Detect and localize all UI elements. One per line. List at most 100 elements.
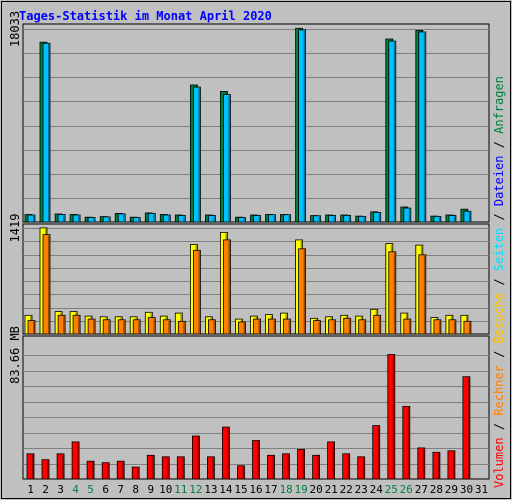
bar-rechner-23 [358, 319, 367, 335]
x-tick-label-19: 19 [294, 483, 307, 496]
panel-3: 83.66 MB [8, 326, 490, 480]
bar-dateien-5 [87, 217, 96, 223]
bar-volumen-12 [191, 435, 200, 480]
chart-title: Tages-Statistik im Monat April 2020 [19, 9, 272, 23]
panel-frame [22, 23, 490, 223]
bar-shade [168, 320, 170, 334]
x-tick-label-7: 7 [117, 483, 124, 496]
bar-shade [107, 463, 109, 479]
bar-shade [333, 216, 336, 222]
bar-shade [302, 450, 305, 479]
bar-shade [258, 320, 260, 334]
bar-shade [452, 451, 455, 479]
bar-rechner-18 [283, 318, 291, 335]
side-legend-separator: / [492, 343, 506, 365]
bar-rechner-2 [42, 234, 51, 335]
bar-shade [213, 216, 215, 222]
bar-shade [408, 320, 411, 334]
bar-dateien-11 [177, 214, 186, 223]
side-legend-separator: / [492, 134, 506, 156]
bar-rechner-27 [418, 254, 427, 335]
bar-rechner-15 [238, 321, 246, 335]
bar-shade [288, 320, 290, 334]
bar-shade [77, 442, 79, 479]
bar-dateien-24 [373, 211, 382, 223]
side-legend-rechner: Rechner [492, 365, 506, 416]
side-legend-separator: / [492, 271, 506, 293]
bar-shade [348, 216, 351, 222]
bar-shade [287, 454, 289, 479]
bar-dateien-26 [403, 207, 412, 223]
bar-dateien-20 [313, 215, 322, 223]
bar-volumen-29 [447, 450, 456, 480]
bar-volumen-28 [432, 451, 441, 480]
bar-volumen-27 [417, 447, 426, 480]
x-tick-label-17: 17 [264, 483, 277, 496]
bar-rechner-17 [268, 318, 276, 335]
side-legend-separator: / [492, 416, 506, 438]
x-tick-label-20: 20 [309, 483, 322, 496]
x-tick-label-23: 23 [355, 483, 368, 496]
bar-volumen-15 [237, 465, 245, 480]
bar-dateien-6 [102, 216, 111, 223]
bar-volumen-11 [176, 456, 185, 480]
bar-shade [108, 320, 110, 334]
bar-shade [437, 453, 440, 479]
bar-rechner-21 [328, 319, 337, 335]
x-tick-label-1: 1 [27, 483, 34, 496]
bar-rechner-25 [388, 251, 397, 335]
bar-volumen-17 [267, 454, 275, 480]
bar-shade [438, 320, 441, 334]
bar-shade [378, 316, 381, 334]
bar-shade [363, 217, 366, 222]
bar-volumen-13 [206, 456, 215, 480]
bar-dateien-12 [192, 86, 201, 223]
bar-shade [423, 255, 426, 334]
bar-shade [168, 216, 170, 222]
bar-dateien-18 [283, 214, 291, 223]
x-tick-label-4: 4 [72, 483, 79, 496]
x-tick-label-5: 5 [87, 483, 94, 496]
bar-volumen-2 [41, 459, 50, 480]
bar-shade [93, 320, 95, 334]
x-tick-label-9: 9 [147, 483, 154, 496]
bar-shade [212, 457, 214, 479]
bar-dateien-8 [132, 217, 141, 223]
bar-shade [62, 454, 64, 479]
bar-rechner-28 [433, 319, 442, 335]
bar-shade [198, 88, 200, 222]
x-tick-label-29: 29 [445, 483, 458, 496]
bar-dateien-10 [162, 214, 171, 223]
bar-shade [33, 321, 35, 334]
bar-shade [378, 213, 381, 222]
x-tick-label-10: 10 [159, 483, 172, 496]
bar-rechner-5 [87, 318, 96, 335]
bar-shade [213, 320, 215, 334]
bar-shade [467, 377, 470, 479]
bar-shade [138, 320, 140, 334]
bar-dateien-7 [117, 213, 126, 223]
x-tick-label-6: 6 [102, 483, 109, 496]
bar-dateien-3 [57, 214, 66, 223]
side-legend-volumen: Volumen [492, 437, 506, 488]
bar-shade [182, 457, 184, 479]
bar-shade [138, 218, 140, 222]
bar-volumen-30 [462, 376, 471, 480]
bar-shade [332, 442, 335, 479]
bar-shade [93, 218, 95, 222]
x-tick-label-31: 31 [475, 483, 488, 496]
bar-shade [393, 252, 396, 334]
x-tick-label-16: 16 [249, 483, 262, 496]
x-tick-label-25: 25 [385, 483, 398, 496]
x-tick-label-30: 30 [460, 483, 473, 496]
x-tick-label-15: 15 [234, 483, 247, 496]
panel-1-ymax-label: 18033 [8, 11, 22, 47]
bar-shade [183, 322, 185, 334]
x-tick-label-2: 2 [42, 483, 49, 496]
bar-shade [47, 460, 49, 479]
bar-rechner-29 [448, 319, 457, 335]
bar-shade [92, 462, 94, 479]
bar-rechner-6 [102, 319, 111, 335]
bar-dateien-14 [222, 94, 231, 223]
